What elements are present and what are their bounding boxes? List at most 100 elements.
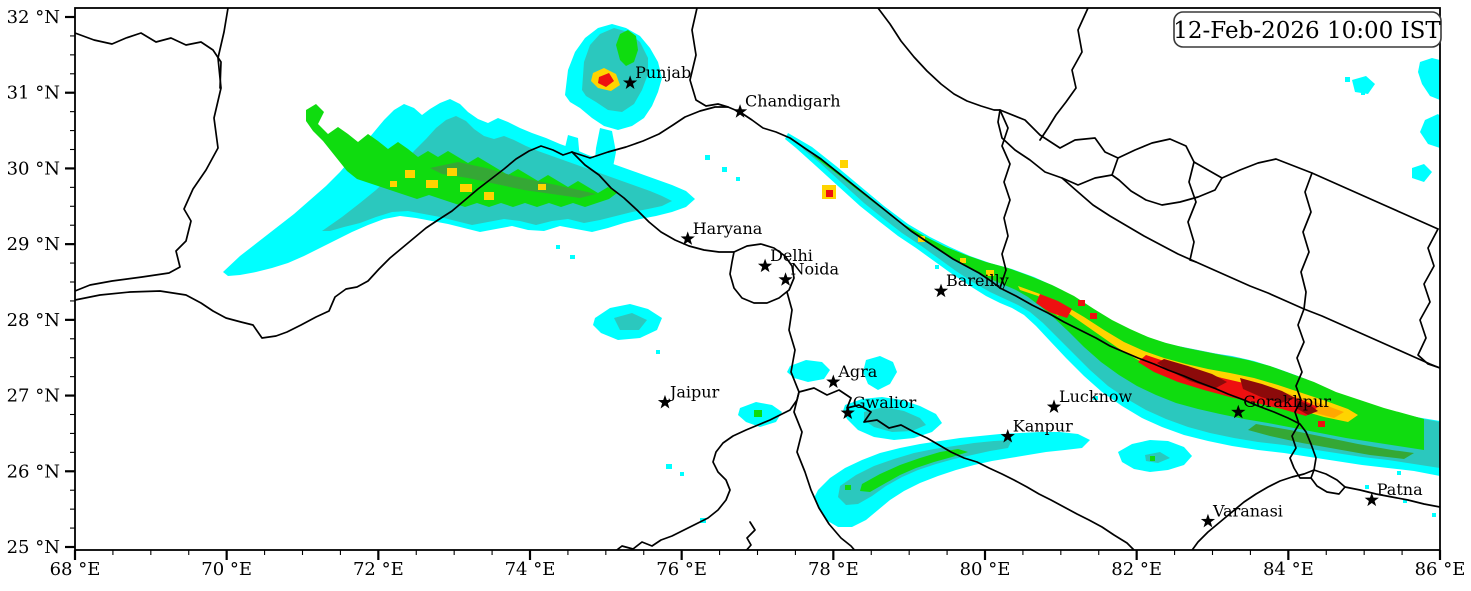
rain-speck-level1 (1361, 91, 1365, 95)
city-marker-punjab: Punjab (622, 63, 691, 89)
city-label: Lucknow (1059, 387, 1133, 406)
state-boundary (786, 291, 856, 550)
rain-contour-level1 (1412, 164, 1432, 182)
rain-speck-level7 (1318, 421, 1325, 427)
state-boundary (1300, 172, 1313, 310)
state-boundary (75, 145, 573, 339)
state-boundary (571, 106, 1001, 289)
x-axis-tick-label: 84 °E (1263, 559, 1314, 580)
city-label: Agra (837, 362, 877, 381)
city-label: Gorakhpur (1243, 392, 1331, 411)
city-marker-noida: Noida (778, 260, 840, 286)
rain-contour-level1 (1420, 114, 1440, 148)
rain-contour-level1 (863, 356, 897, 390)
x-axis-tick-label: 76 °E (656, 559, 707, 580)
rain-speck-level1 (1403, 499, 1407, 503)
rain-contour-level1 (814, 432, 1090, 527)
star-icon (657, 394, 673, 409)
x-axis-tick-label: 80 °E (960, 559, 1011, 580)
star-icon (840, 405, 855, 420)
city-marker-agra: Agra (826, 362, 878, 389)
rain-speck-level1 (1397, 471, 1401, 475)
axes-layer: 68 °E 70 °E 72 °E 74 °E 76 °E 78 °E 80 °E 82 °E… (7, 7, 1466, 580)
city-marker-jaipur: Jaipur (657, 382, 720, 409)
city-marker-varanasi: Varanasi (1200, 501, 1283, 528)
rain-speck-level1 (1365, 485, 1369, 489)
rain-contour-level8 (1296, 400, 1318, 415)
rain-speck-level7 (1078, 300, 1085, 306)
city-marker-bareilly: Bareilly (933, 271, 1009, 298)
city-label: Varanasi (1212, 501, 1283, 520)
rain-contour-level3 (860, 449, 968, 492)
city-label: Kanpur (1013, 416, 1073, 435)
rain-speck-level1 (736, 177, 740, 181)
y-axis-tick-label: 30 °N (7, 158, 60, 179)
rain-contour-level7 (598, 73, 614, 87)
star-icon (1200, 513, 1216, 528)
city-label: Punjab (635, 63, 691, 82)
city-marker-patna: Patna (1364, 480, 1423, 507)
star-icon (680, 231, 695, 245)
state-boundary (689, 8, 729, 108)
city-marker-kanpur: Kanpur (1000, 416, 1073, 443)
y-axis-tick-label: 25 °N (7, 537, 60, 558)
y-axis-tick-label: 32 °N (7, 7, 60, 28)
x-axis-tick-label: 74 °E (505, 559, 556, 580)
city-label: Haryana (693, 219, 763, 238)
rain-contour-level1 (1418, 58, 1440, 100)
state-boundary (877, 8, 1001, 111)
x-axis-tick-label: 72 °E (353, 559, 404, 580)
state-boundary (1111, 138, 1223, 206)
state-boundary (999, 287, 1317, 471)
star-icon (933, 283, 949, 298)
y-axis-tick-label: 26 °N (7, 461, 60, 482)
city-marker-gwalior: Gwalior (840, 393, 917, 420)
star-icon (826, 374, 841, 389)
city-label: Chandigarh (745, 92, 840, 111)
timestamp-frame (1173, 11, 1442, 48)
rain-contour-level2 (838, 440, 1012, 505)
rain-contour-level7 (1036, 294, 1072, 318)
rain-speck-level1 (666, 464, 672, 469)
star-icon (1000, 428, 1015, 443)
rain-contour-level2 (864, 407, 926, 432)
rain-contour-level4 (430, 162, 596, 198)
city-label: Patna (1377, 480, 1423, 499)
city-label: Noida (791, 260, 840, 279)
rain-speck-level5 (447, 168, 457, 176)
state-boundary (1289, 308, 1312, 479)
star-icon (1364, 492, 1379, 507)
rain-speck-level5 (405, 170, 415, 178)
y-axis-tick-label: 28 °N (7, 310, 60, 331)
city-marker-delhi: Delhi (757, 246, 813, 273)
rain-speck-level1 (1093, 396, 1098, 400)
rain-speck-level5 (484, 192, 494, 200)
state-boundary (615, 391, 800, 550)
timestamp-label: 12-Feb-2026 10:00 IST (1173, 18, 1441, 44)
city-marker-chandigarh: Chandigarh (732, 92, 841, 118)
state-boundary (729, 243, 795, 304)
city-label: Gwalior (853, 393, 917, 412)
state-boundary (1191, 469, 1315, 550)
star-icon (778, 272, 793, 286)
rain-speck-level3 (845, 485, 851, 490)
rain-contour-level3 (306, 104, 617, 207)
rain-speck-level5 (840, 160, 848, 168)
rain-speck-level1 (722, 167, 727, 172)
timestamp-box: 12-Feb-2026 10:00 IST (1173, 11, 1442, 48)
state-boundary (997, 109, 1119, 186)
star-icon (732, 104, 748, 118)
y-axis-tick-label: 29 °N (7, 234, 60, 255)
rain-speck-level1 (556, 245, 560, 249)
rain-speck-level1 (656, 350, 660, 354)
x-axis-tick-label: 86 °E (1415, 559, 1466, 580)
state-boundary (1187, 161, 1197, 263)
state-boundary (1061, 177, 1440, 369)
state-boundary (1310, 469, 1346, 495)
rain-speck-level3 (1150, 456, 1155, 461)
city-label: Delhi (770, 246, 813, 265)
rain-speck-level1 (705, 155, 710, 160)
